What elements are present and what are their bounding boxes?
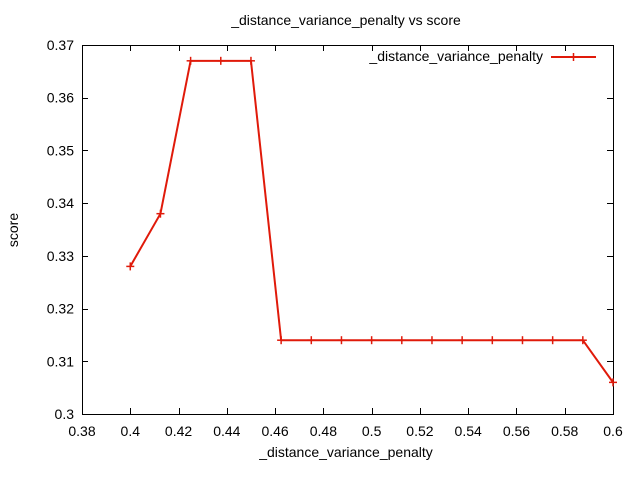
data-point — [337, 336, 346, 345]
y-tick-label: 0.3 — [55, 406, 75, 422]
legend-label: _distance_variance_penalty — [368, 48, 543, 64]
data-point — [578, 336, 587, 345]
axis-ticks — [82, 45, 614, 415]
series-line — [129, 59, 614, 383]
y-tick-label: 0.36 — [47, 90, 74, 106]
data-point — [216, 56, 225, 65]
y-tick-label: 0.35 — [47, 142, 74, 158]
x-tick-label: 0.5 — [362, 423, 382, 439]
legend-marker — [569, 53, 578, 61]
y-axis-label: score — [5, 213, 21, 247]
data-point — [156, 209, 165, 218]
data-point — [518, 336, 527, 345]
data-point — [427, 336, 436, 345]
y-tick-label: 0.33 — [47, 248, 74, 264]
data-point — [488, 336, 497, 345]
x-tick-label: 0.58 — [551, 423, 578, 439]
data-point — [397, 336, 406, 345]
data-point — [126, 262, 135, 271]
data-point — [186, 56, 195, 65]
chart-title: _distance_variance_penalty vs score — [230, 12, 461, 28]
y-tick-label: 0.34 — [47, 195, 74, 211]
data-point — [277, 336, 286, 345]
data-point — [246, 56, 255, 65]
x-tick-label: 0.46 — [261, 423, 288, 439]
data-point — [609, 378, 617, 387]
legend: _distance_variance_penalty — [368, 48, 596, 64]
data-point — [458, 336, 467, 345]
data-point — [367, 336, 376, 345]
x-tick-label: 0.54 — [455, 423, 482, 439]
x-tick-label: 0.56 — [503, 423, 530, 439]
x-tick-label: 0.38 — [68, 423, 95, 439]
x-axis-label: _distance_variance_penalty — [258, 444, 433, 460]
y-tick-label: 0.37 — [47, 37, 74, 53]
y-tick-labels: 0.3 0.31 0.32 0.33 0.34 0.35 0.36 0.37 — [47, 37, 74, 422]
y-tick-label: 0.31 — [47, 353, 74, 369]
x-tick-label: 0.42 — [165, 423, 192, 439]
x-tick-label: 0.4 — [121, 423, 141, 439]
x-tick-label: 0.44 — [213, 423, 240, 439]
y-tick-label: 0.32 — [47, 301, 74, 317]
plot-frame — [82, 45, 614, 415]
series-group — [126, 56, 617, 387]
x-tick-labels: 0.38 0.4 0.42 0.44 0.46 0.48 0.5 0.52 0.54 0.56 0.… — [68, 423, 623, 439]
data-point — [307, 336, 316, 345]
x-tick-label: 0.6 — [603, 423, 623, 439]
data-point — [548, 336, 557, 345]
x-tick-label: 0.52 — [406, 423, 433, 439]
x-tick-label: 0.48 — [310, 423, 337, 439]
